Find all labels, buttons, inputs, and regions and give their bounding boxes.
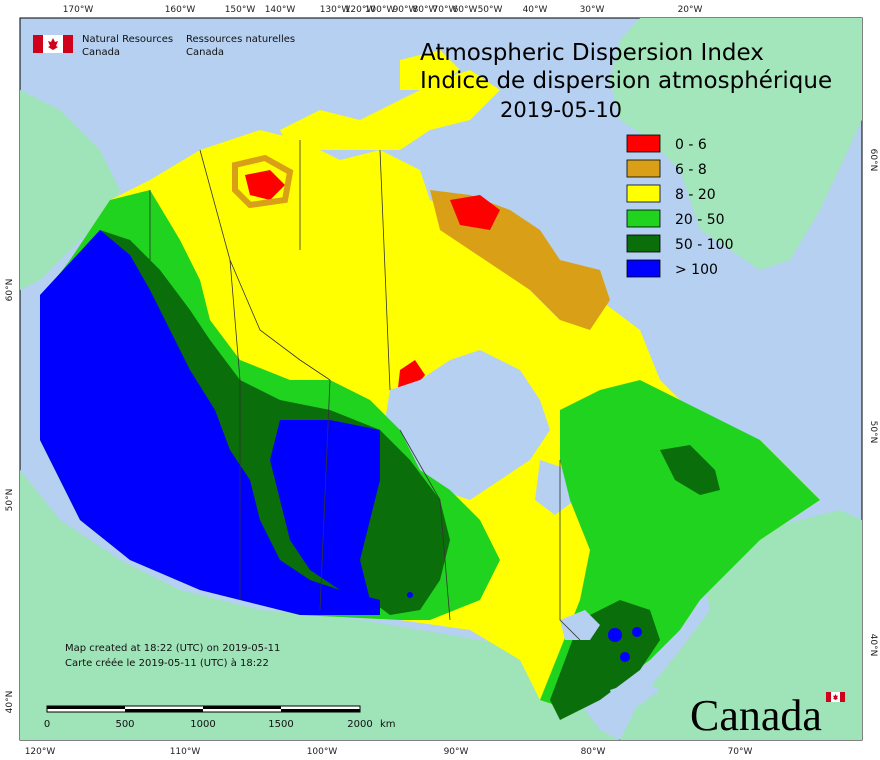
top-lon-label: 150°W xyxy=(225,5,256,15)
top-lon-label: 30°W xyxy=(580,5,605,15)
lake-huron xyxy=(610,680,660,705)
west-blue-zone xyxy=(40,230,380,615)
top-lon-label: 60°W xyxy=(453,5,478,15)
top-lon-label: 100°W xyxy=(365,5,396,15)
title-en: Atmospheric Dispersion Index xyxy=(420,40,764,66)
right-lat-label: 50°N xyxy=(868,421,878,444)
top-lon-label: 120°W xyxy=(345,5,376,15)
legend-swatch xyxy=(626,259,661,278)
usa-land xyxy=(20,470,620,740)
left-lat-label: 50°N xyxy=(5,489,15,512)
legend-swatch xyxy=(626,184,661,203)
legend-swatch xyxy=(626,234,661,253)
banks-red-zone xyxy=(245,170,285,200)
lake-superior xyxy=(560,610,600,640)
bottom-lon-label: 70°W xyxy=(728,747,753,757)
wordmark-flag-right xyxy=(840,692,845,702)
dept-fr-line1: Ressources naturelles xyxy=(186,34,295,45)
bottom-longitude-labels: 120°W 110°W 100°W 90°W 80°W 70°W xyxy=(25,747,753,757)
credit-fr: Carte créée le 2019-05-11 (UTC) à 18:22 xyxy=(65,657,269,669)
wordmark-text: Canada xyxy=(690,691,822,740)
title-date: 2019-05-10 xyxy=(500,98,622,122)
usa-east-land xyxy=(620,510,862,740)
province-borders xyxy=(149,140,581,641)
top-lon-label: 130°W xyxy=(320,5,351,15)
bottom-lon-label: 120°W xyxy=(25,747,56,757)
scale-seg-1 xyxy=(47,706,125,709)
top-lon-label: 50°W xyxy=(478,5,503,15)
scale-tick-label: 0 xyxy=(44,719,50,730)
hudson-bay xyxy=(385,350,550,500)
legend-label: > 100 xyxy=(675,262,718,278)
right-lat-label: 60°N xyxy=(868,149,878,172)
legend-label: 8 - 20 xyxy=(675,187,716,203)
wordmark-maple-icon xyxy=(833,694,838,700)
top-lon-label: 20°W xyxy=(678,5,703,15)
canada-wordmark: Canada xyxy=(690,691,845,740)
ontario-blue-spot-2 xyxy=(632,627,642,637)
scale-seg-4 xyxy=(281,709,360,712)
legend-label: 20 - 50 xyxy=(675,212,725,228)
ontario-blue-spot-3 xyxy=(620,652,630,662)
scale-tick-label: 500 xyxy=(115,719,134,730)
wordmark-flag-left xyxy=(826,692,831,702)
labrador-darkgreen-zone xyxy=(660,445,720,495)
legend-swatch xyxy=(626,209,661,228)
legend-swatch xyxy=(626,159,661,178)
bottom-lon-label: 80°W xyxy=(581,747,606,757)
legend-label: 50 - 100 xyxy=(675,237,734,253)
scale-tick-label: 1000 xyxy=(190,719,215,730)
bottom-lon-label: 100°W xyxy=(307,747,338,757)
hudson-red-zone xyxy=(398,360,425,392)
scale-seg-3 xyxy=(203,706,281,709)
scale-unit: km xyxy=(380,719,396,730)
right-latitude-labels: 60°N 50°N 40°N xyxy=(868,149,878,657)
scale-bar: 0 500 1000 1500 2000 km xyxy=(44,705,396,730)
prairie-blue-zone xyxy=(270,420,380,600)
title-fr: Indice de dispersion atmosphérique xyxy=(420,68,832,94)
top-lon-label: 80°W xyxy=(413,5,438,15)
top-lon-label: 140°W xyxy=(265,5,296,15)
scale-tick-label: 1500 xyxy=(268,719,293,730)
scale-tick-label: 2000 xyxy=(347,719,372,730)
banks-orange-ring xyxy=(232,154,294,209)
bottom-lon-label: 110°W xyxy=(170,747,201,757)
left-lat-label: 60°N xyxy=(5,279,15,302)
top-lon-label: 70°W xyxy=(433,5,458,15)
maple-leaf-icon xyxy=(48,38,58,50)
top-lon-label: 90°W xyxy=(393,5,418,15)
scale-seg-2 xyxy=(125,709,203,712)
dept-en-line2: Canada xyxy=(82,47,120,58)
bottom-lon-label: 90°W xyxy=(444,747,469,757)
legend: 0 - 6 6 - 8 8 - 20 20 - 50 50 - 100 > 100 xyxy=(626,134,734,278)
dept-fr-line2: Canada xyxy=(186,47,224,58)
top-lon-label: 160°W xyxy=(165,5,196,15)
legend-swatch xyxy=(626,134,661,153)
arctic-islands xyxy=(280,70,500,150)
ontario-blue-spot-1 xyxy=(608,628,622,642)
ellesmere xyxy=(400,50,460,90)
left-latitude-labels: 60°N 50°N 40°N xyxy=(5,279,15,714)
prairie-blue-spot xyxy=(407,592,413,598)
legend-label: 6 - 8 xyxy=(675,162,707,178)
legend-label: 0 - 6 xyxy=(675,137,707,153)
dept-en-line1: Natural Resources xyxy=(82,34,173,45)
top-lon-label: 40°W xyxy=(523,5,548,15)
top-lon-label: 170°W xyxy=(63,5,94,15)
greenland xyxy=(610,18,862,270)
flag-right-bar xyxy=(63,35,73,53)
top-longitude-labels: 170°W 160°W 150°W 140°W 130°W 120°W 100°… xyxy=(63,5,703,15)
nrcan-signature: Natural Resources Canada Ressources natu… xyxy=(33,34,295,58)
alaska xyxy=(20,90,120,290)
right-lat-label: 40°N xyxy=(868,634,878,657)
flag-left-bar xyxy=(33,35,43,53)
baffin-red-zone xyxy=(450,195,500,230)
left-lat-label: 40°N xyxy=(5,691,15,714)
credit-en: Map created at 18:22 (UTC) on 2019-05-11 xyxy=(65,643,280,654)
